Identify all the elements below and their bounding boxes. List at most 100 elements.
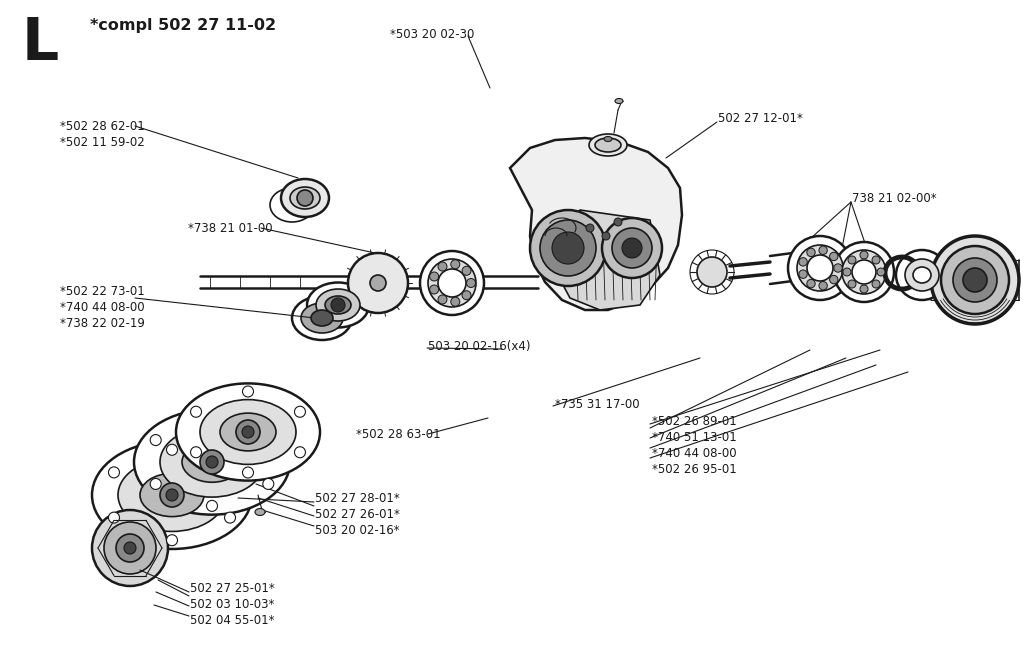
Circle shape — [941, 246, 1009, 314]
Text: L: L — [22, 15, 59, 72]
Circle shape — [860, 285, 868, 293]
Circle shape — [166, 489, 178, 501]
Ellipse shape — [118, 458, 226, 532]
Circle shape — [297, 190, 313, 206]
Circle shape — [430, 285, 438, 294]
Ellipse shape — [255, 509, 265, 515]
Ellipse shape — [220, 413, 276, 451]
Circle shape — [167, 444, 177, 455]
Circle shape — [438, 295, 447, 304]
Ellipse shape — [589, 134, 627, 156]
Circle shape — [622, 238, 642, 258]
Polygon shape — [555, 210, 660, 310]
Circle shape — [834, 242, 894, 302]
Circle shape — [953, 258, 997, 302]
Circle shape — [829, 276, 838, 284]
Circle shape — [207, 413, 217, 423]
Circle shape — [206, 456, 218, 468]
Ellipse shape — [176, 384, 319, 480]
Circle shape — [462, 291, 471, 300]
Ellipse shape — [307, 282, 369, 327]
Circle shape — [92, 510, 168, 586]
Polygon shape — [510, 138, 682, 310]
Circle shape — [819, 282, 827, 290]
Text: *503 20 02-30: *503 20 02-30 — [390, 28, 474, 41]
Text: *502 28 63-01: *502 28 63-01 — [356, 428, 440, 441]
Circle shape — [852, 260, 876, 284]
Ellipse shape — [92, 441, 252, 549]
Ellipse shape — [604, 136, 612, 142]
Circle shape — [370, 275, 386, 291]
Circle shape — [462, 266, 471, 276]
Text: 502 27 28-01*
502 27 26-01*
503 20 02-16*: 502 27 28-01* 502 27 26-01* 503 20 02-16… — [315, 492, 400, 537]
Circle shape — [224, 512, 236, 523]
Text: *502 28 62-01
*502 11 59-02: *502 28 62-01 *502 11 59-02 — [60, 120, 144, 149]
Circle shape — [872, 280, 880, 288]
Ellipse shape — [316, 289, 360, 321]
Text: *502 22 73-01
*740 44 08-00
*738 22 02-19: *502 22 73-01 *740 44 08-00 *738 22 02-1… — [60, 285, 144, 330]
Circle shape — [263, 478, 273, 489]
Circle shape — [124, 542, 136, 554]
Ellipse shape — [200, 400, 296, 464]
Circle shape — [104, 522, 156, 574]
Circle shape — [797, 245, 843, 291]
Circle shape — [860, 251, 868, 259]
Ellipse shape — [140, 473, 204, 517]
Circle shape — [167, 535, 177, 546]
Circle shape — [451, 297, 460, 306]
Circle shape — [295, 407, 305, 417]
Circle shape — [799, 257, 807, 266]
Circle shape — [807, 255, 833, 281]
Circle shape — [438, 269, 466, 297]
Circle shape — [842, 250, 886, 294]
Circle shape — [160, 483, 184, 507]
Circle shape — [843, 268, 851, 276]
Circle shape — [552, 232, 584, 264]
Circle shape — [207, 501, 217, 511]
Circle shape — [834, 264, 842, 272]
Circle shape — [586, 224, 594, 232]
Text: 738 21 02-00*: 738 21 02-00* — [852, 192, 937, 205]
Ellipse shape — [896, 250, 948, 300]
Ellipse shape — [134, 409, 290, 515]
Circle shape — [530, 210, 606, 286]
Circle shape — [430, 272, 438, 281]
Text: 502 27 25-01*
502 03 10-03*
502 04 55-01*: 502 27 25-01* 502 03 10-03* 502 04 55-01… — [190, 582, 274, 627]
Circle shape — [612, 228, 652, 268]
Circle shape — [872, 256, 880, 264]
Circle shape — [243, 386, 254, 397]
Ellipse shape — [160, 427, 264, 497]
Circle shape — [799, 270, 807, 278]
Circle shape — [116, 534, 144, 562]
Circle shape — [190, 407, 202, 417]
Circle shape — [190, 447, 202, 458]
Ellipse shape — [595, 138, 621, 152]
Circle shape — [848, 280, 856, 288]
Circle shape — [602, 218, 662, 278]
Text: *735 31 17-00: *735 31 17-00 — [555, 398, 640, 411]
Ellipse shape — [311, 310, 333, 326]
Ellipse shape — [615, 99, 623, 103]
Circle shape — [331, 298, 345, 312]
Circle shape — [200, 450, 224, 474]
Text: *compl 502 27 11-02: *compl 502 27 11-02 — [90, 18, 276, 33]
Circle shape — [467, 278, 475, 288]
Text: *502 26 89-01
*740 51 13-01
*740 44 08-00
*502 26 95-01: *502 26 89-01 *740 51 13-01 *740 44 08-0… — [652, 415, 736, 476]
Circle shape — [428, 259, 476, 307]
Circle shape — [242, 426, 254, 438]
Circle shape — [829, 252, 838, 261]
Ellipse shape — [281, 179, 329, 217]
Circle shape — [602, 232, 610, 240]
Circle shape — [877, 268, 885, 276]
Circle shape — [243, 467, 254, 478]
Circle shape — [109, 512, 120, 523]
Ellipse shape — [270, 188, 314, 222]
Circle shape — [819, 246, 827, 255]
Ellipse shape — [290, 187, 319, 209]
Circle shape — [151, 435, 161, 446]
Circle shape — [236, 420, 260, 444]
Circle shape — [963, 268, 987, 292]
Circle shape — [848, 256, 856, 264]
Circle shape — [788, 236, 852, 300]
Circle shape — [807, 248, 815, 257]
